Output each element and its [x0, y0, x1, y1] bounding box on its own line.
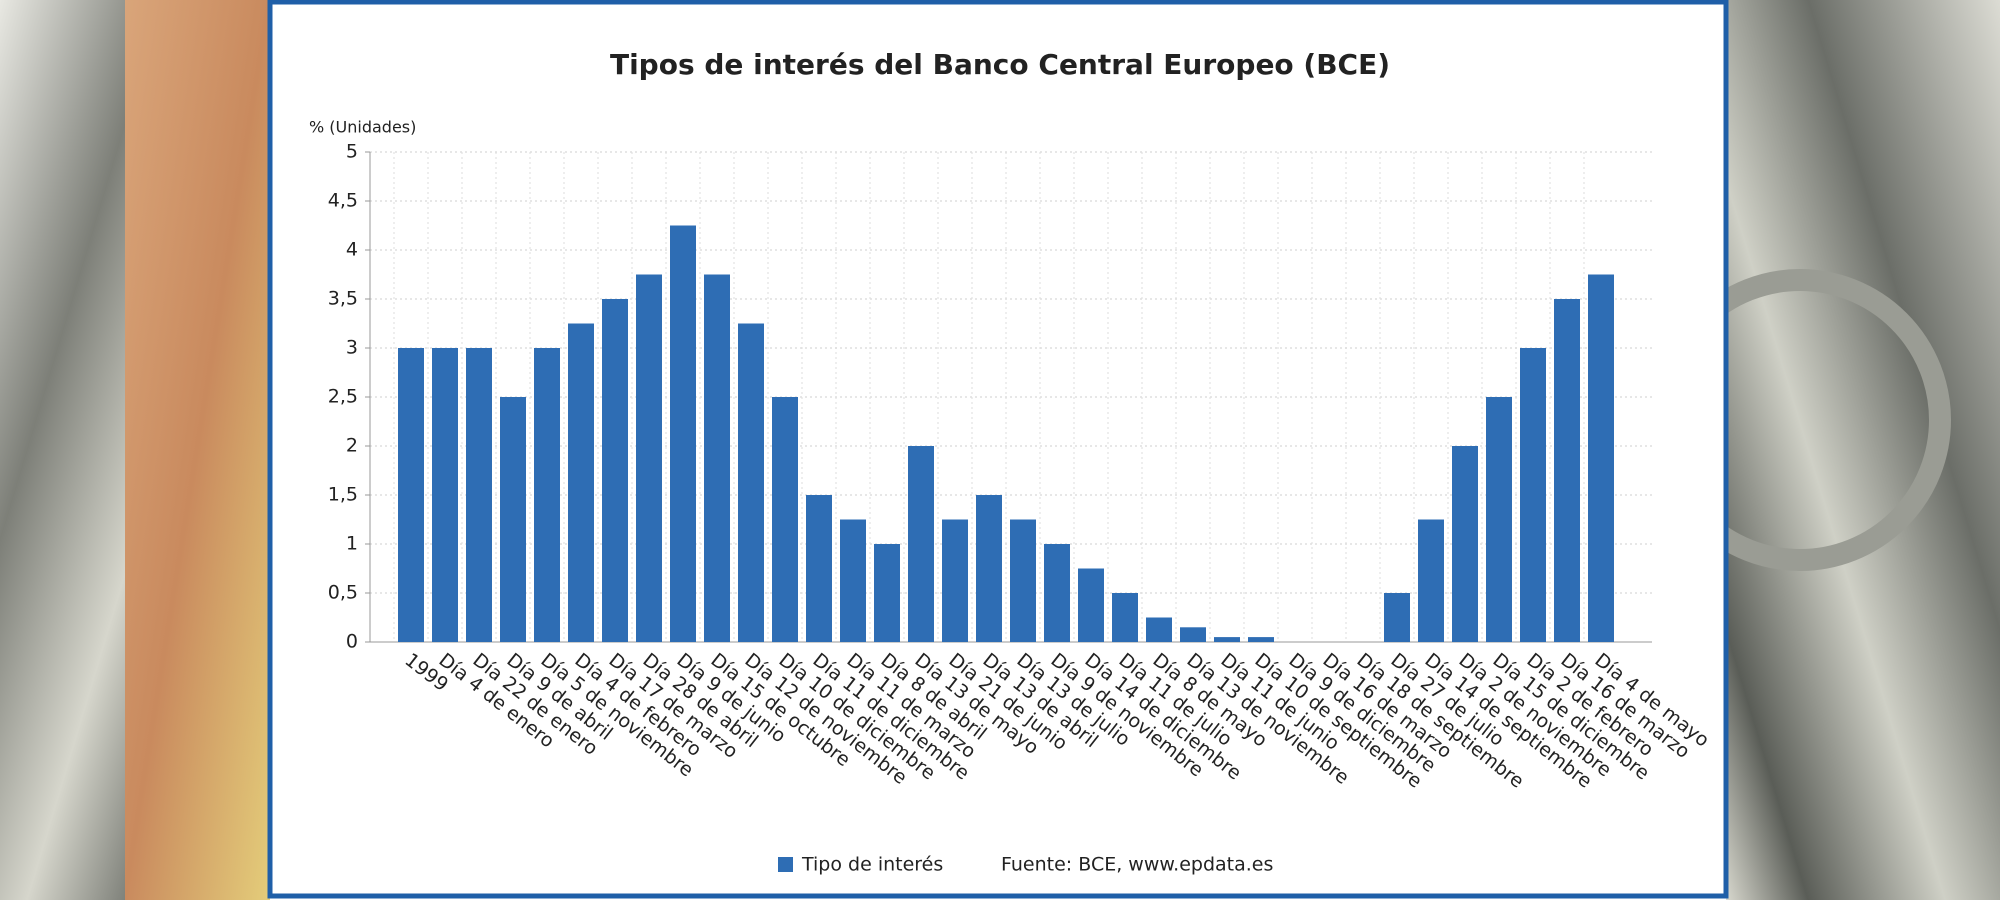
source: Fuente: BCE, www.epdata.es — [1001, 854, 1273, 876]
bar — [840, 519, 866, 642]
y-tick-label: 4,5 — [328, 190, 358, 212]
background-right — [1726, 0, 2000, 900]
bar — [568, 323, 594, 642]
bar — [1146, 617, 1172, 642]
bar — [1588, 274, 1614, 642]
bar — [908, 446, 934, 642]
chart-title: Tipos de interés del Banco Central Europ… — [610, 48, 1390, 81]
y-tick-label: 3 — [346, 337, 358, 359]
bar — [1112, 593, 1138, 642]
bar — [874, 544, 900, 642]
legend-swatch — [778, 857, 793, 872]
y-tick-label: 4 — [346, 239, 358, 261]
bar — [1214, 637, 1240, 642]
bar — [1078, 568, 1104, 642]
bar — [1452, 446, 1478, 642]
y-tick-label: 2 — [346, 435, 358, 457]
y-tick-label: 0 — [346, 631, 358, 653]
bar — [1418, 519, 1444, 642]
bar — [772, 397, 798, 642]
bar — [1010, 519, 1036, 642]
bar — [636, 274, 662, 642]
bar — [1180, 627, 1206, 642]
bar — [670, 225, 696, 642]
bar — [704, 274, 730, 642]
y-tick-label: 1,5 — [328, 484, 358, 506]
y-tick-label: 0,5 — [328, 582, 358, 604]
banknote-euro — [125, 0, 270, 900]
bar — [1044, 544, 1070, 642]
bar — [500, 397, 526, 642]
bar — [432, 348, 458, 642]
bar — [602, 299, 628, 642]
bar — [398, 348, 424, 642]
bar — [976, 495, 1002, 642]
y-tick-label: 2,5 — [328, 386, 358, 408]
y-tick-label: 5 — [346, 141, 358, 163]
bar — [1554, 299, 1580, 642]
y-tick-label: 1 — [346, 533, 358, 555]
y-axis-label: % (Unidades) — [309, 118, 416, 137]
y-tick-label: 3,5 — [328, 288, 358, 310]
bar — [1520, 348, 1546, 642]
bar — [806, 495, 832, 642]
bar — [534, 348, 560, 642]
bar — [1384, 593, 1410, 642]
bar — [1248, 637, 1274, 642]
bar — [738, 323, 764, 642]
bar — [466, 348, 492, 642]
bar — [942, 519, 968, 642]
bar — [1486, 397, 1512, 642]
legend-label: Tipo de interés — [801, 854, 943, 876]
